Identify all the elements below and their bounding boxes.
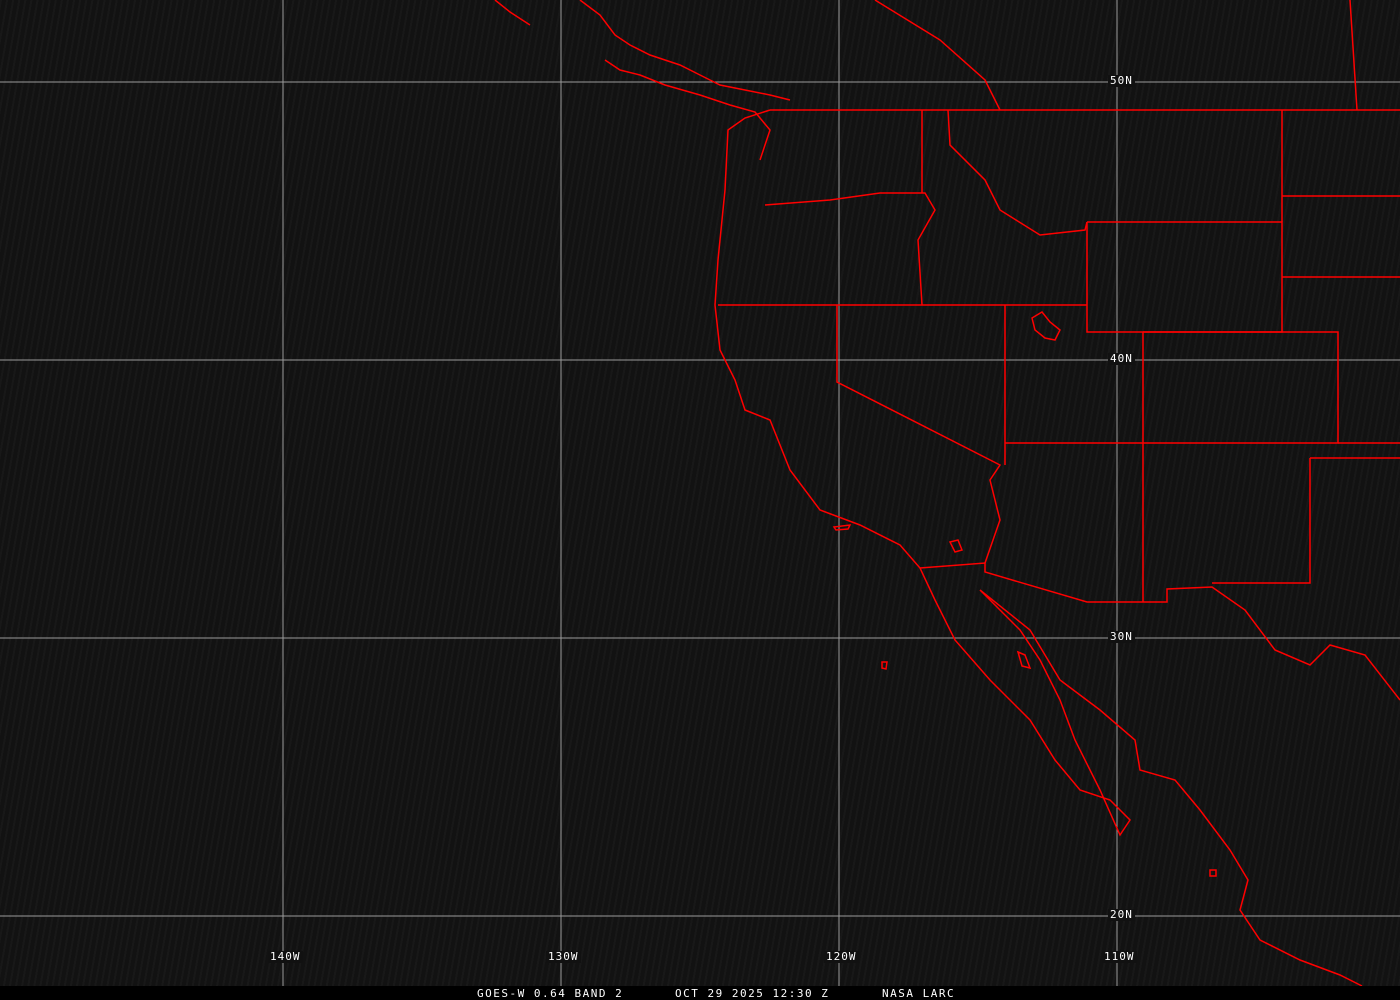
political-boundaries — [494, 0, 1400, 987]
coastline-us-mexico — [714, 109, 1363, 987]
satellite-band-label: GOES-W 0.64 BAND 2 — [477, 987, 624, 1000]
footer-bar — [0, 986, 1400, 1000]
lon-label-120w: 120W — [824, 950, 859, 963]
border-ut — [1086, 222, 1144, 602]
lon-label-110w: 110W — [1102, 950, 1137, 963]
canada-province-border — [1349, 0, 1358, 111]
border-nm-east — [1212, 458, 1311, 584]
source-label: NASA LARC — [882, 987, 956, 1000]
datetime-label: OCT 29 2025 12:30 Z — [675, 987, 830, 1000]
channel-islands — [832, 524, 852, 531]
border-co — [1005, 331, 1339, 444]
border-ca-nv — [836, 305, 1002, 564]
great-salt-lake — [1031, 311, 1061, 341]
lon-label-140w: 140W — [268, 950, 303, 963]
border-id-mt — [947, 109, 1088, 236]
us-mexico-border — [919, 562, 1400, 701]
socorro-island — [1209, 869, 1217, 877]
lat-label-30n: 30N — [1108, 630, 1135, 643]
vancouver-island — [604, 59, 771, 161]
gulf-island — [1016, 650, 1032, 670]
border-wy — [1087, 221, 1283, 333]
lat-label-40n: 40N — [1108, 352, 1135, 365]
lat-label-20n: 20N — [1108, 908, 1135, 921]
coastline-bc-north — [494, 0, 531, 26]
guadalupe-island — [881, 661, 888, 670]
lon-label-130w: 130W — [546, 950, 581, 963]
border-wa-or — [764, 192, 936, 306]
coastline-bc — [579, 0, 791, 101]
lat-label-50n: 50N — [1108, 74, 1135, 87]
canada-forest-edge — [874, 0, 1001, 111]
salton-sea — [948, 539, 964, 553]
